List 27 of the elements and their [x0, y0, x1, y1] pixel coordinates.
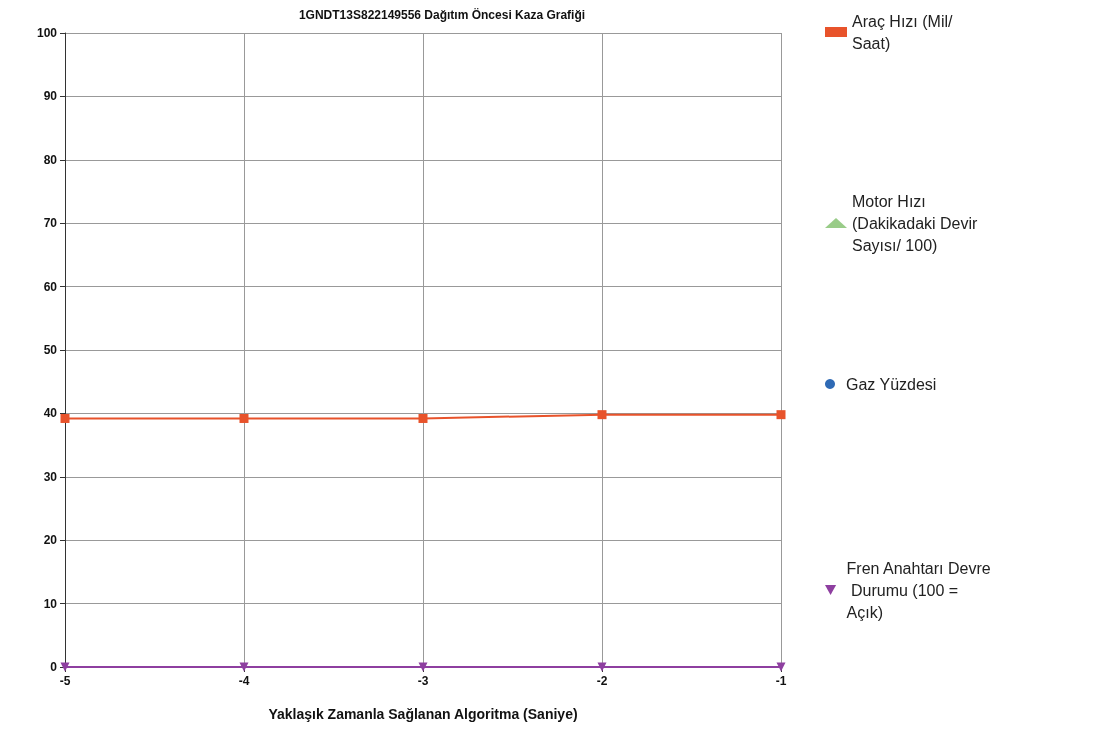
- y-tick-label: 0: [50, 660, 58, 674]
- point: [60, 413, 70, 423]
- y-tick-label: 50: [43, 343, 58, 357]
- legend-label: Motor Hızı (Dakikadaki Devir Sayısı/ 100): [852, 192, 982, 254]
- x-tick-label: -5: [59, 674, 71, 688]
- y-tick-label: 10: [43, 596, 58, 611]
- legend-label: Araç Hızı (Mil/Saat): [852, 12, 953, 52]
- legend-label: Gaz Yüzdesi: [846, 375, 937, 393]
- x-tick-label: -1: [775, 674, 787, 688]
- point: [418, 413, 428, 423]
- chart-title: 1GNDT13S822149556 Dağıtım Öncesi Kaza Grafiği: [298, 7, 586, 22]
- y-tick-label: 100: [36, 26, 58, 40]
- y-tick-label: 70: [43, 216, 58, 231]
- x-axis-title: Yaklaşık Zamanla Sağlanan Algoritma (Saniye): [268, 706, 578, 722]
- legend-label: Fren Anahtarı Devre Durumu (100 = Açık): [846, 559, 991, 621]
- y-tick-label: 30: [43, 469, 58, 484]
- x-tick-label: -2: [596, 674, 608, 688]
- y-tick-label: 60: [43, 279, 58, 294]
- x-tick-label: -4: [238, 674, 250, 688]
- point: [597, 410, 607, 420]
- x-tick-label: -3: [417, 674, 429, 688]
- point: [239, 413, 249, 423]
- y-tick-label: 80: [43, 152, 58, 167]
- y-tick-label: 90: [43, 89, 58, 104]
- point: [776, 410, 786, 420]
- y-tick-label: 20: [43, 533, 58, 548]
- y-tick-label: 40: [43, 406, 58, 421]
